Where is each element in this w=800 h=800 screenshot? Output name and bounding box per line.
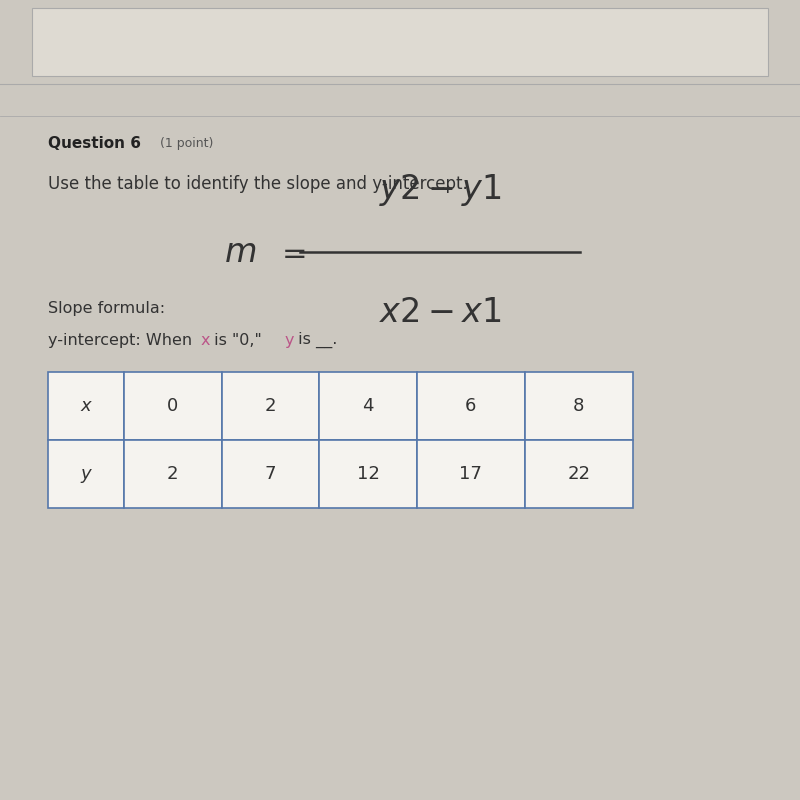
Text: y-intercept: When: y-intercept: When [48,333,198,347]
Text: is __.: is __. [294,332,338,348]
Text: Slope formula:: Slope formula: [48,301,165,315]
Bar [222,440,319,508]
Text: $=$: $=$ [276,238,306,266]
Text: y: y [285,333,294,347]
Text: 8: 8 [573,397,585,415]
Bar [319,440,417,508]
Text: 6: 6 [465,397,477,415]
Text: 2: 2 [167,465,178,483]
Text: $\mathit{y}2 - \mathit{y}1$: $\mathit{y}2 - \mathit{y}1$ [378,172,502,208]
Text: y: y [81,465,91,483]
Bar [124,440,222,508]
Text: Question 6: Question 6 [48,137,141,151]
Bar [417,372,525,440]
Bar [124,372,222,440]
Text: x: x [81,397,91,415]
Bar [525,372,633,440]
Text: (1 point): (1 point) [156,138,214,150]
Bar [48,440,124,508]
Bar [525,440,633,508]
Bar [32,8,768,76]
Text: Use the table to identify the slope and y-intercept.: Use the table to identify the slope and … [48,175,468,193]
Bar [48,372,124,440]
Bar [319,372,417,440]
Text: 17: 17 [459,465,482,483]
Text: x: x [200,333,210,347]
Text: 7: 7 [265,465,276,483]
Bar [417,440,525,508]
Text: 22: 22 [567,465,590,483]
Text: 0: 0 [167,397,178,415]
Bar [222,372,319,440]
Text: $\mathit{x}2 - \mathit{x}1$: $\mathit{x}2 - \mathit{x}1$ [378,296,502,329]
Text: $\mathit{m}$: $\mathit{m}$ [224,235,256,269]
Text: 12: 12 [357,465,379,483]
Text: 4: 4 [362,397,374,415]
Text: 2: 2 [265,397,276,415]
Text: is "0,": is "0," [209,333,266,347]
